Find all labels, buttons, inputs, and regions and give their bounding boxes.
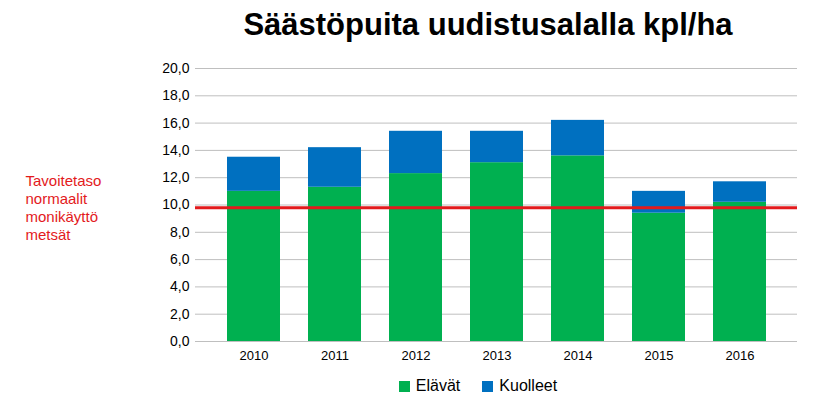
svg-text:8,0: 8,0 [170, 224, 190, 240]
svg-text:2,0: 2,0 [170, 306, 190, 322]
html-text:Säästöpuita uudistusalalla kpl: Säästöpuita uudistusalalla kpl/ha [243, 7, 733, 42]
svg-text:4,0: 4,0 [170, 278, 190, 294]
svg-text:2016: 2016 [726, 348, 755, 363]
svg-text:2011: 2011 [321, 348, 349, 363]
svg-text:0,0: 0,0 [170, 333, 190, 349]
svg-text:18,0: 18,0 [162, 87, 189, 103]
svg-text:2015: 2015 [645, 348, 674, 363]
svg-text:2012: 2012 [402, 348, 431, 363]
svg-text:12,0: 12,0 [162, 169, 189, 185]
svg-text:Tavoitetasonormaalitmonikäyttö: Tavoitetasonormaalitmonikäyttömetsät [26, 172, 102, 243]
svg-text:2014: 2014 [564, 348, 593, 363]
html-text:Kuolleet: Kuolleet [499, 377, 558, 394]
html-text:Elävät: Elävät [415, 377, 461, 394]
svg-text:20,0: 20,0 [162, 60, 189, 76]
svg-text:2013: 2013 [483, 348, 512, 363]
svg-text:6,0: 6,0 [170, 251, 190, 267]
svg-text:10,0: 10,0 [162, 196, 189, 212]
svg-text:2010: 2010 [240, 348, 269, 363]
svg-text:14,0: 14,0 [162, 142, 189, 158]
svg-text:16,0: 16,0 [162, 115, 189, 131]
